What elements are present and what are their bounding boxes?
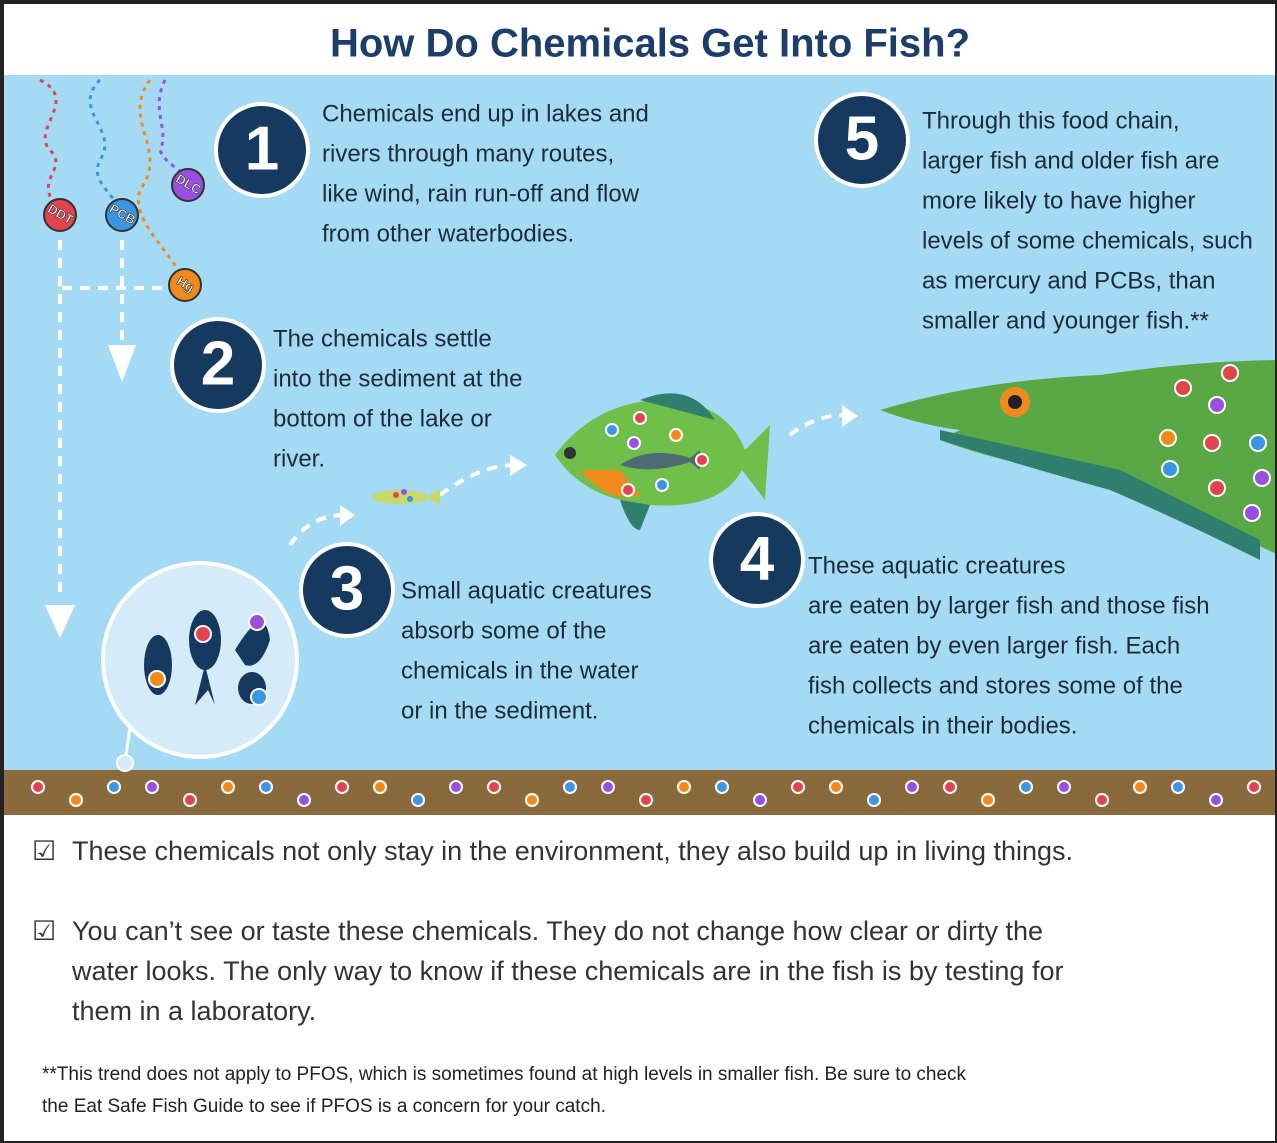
sediment: [4, 770, 1277, 815]
sediment-dot: [1058, 781, 1070, 793]
step-text: Chemicals end up in lakes and: [322, 100, 649, 127]
sediment-dot: [336, 781, 348, 793]
sediment-dot: [222, 781, 234, 793]
sediment-dot: [108, 781, 120, 793]
sediment-dot: [450, 781, 462, 793]
step-text: The chemicals settle: [273, 325, 492, 352]
step-text: or in the sediment.: [401, 697, 598, 724]
step-text: into the sediment at the: [273, 365, 523, 392]
step-text: are eaten by even larger fish. Each: [808, 632, 1180, 659]
sediment-dot: [260, 781, 272, 793]
sediment-dot: [906, 781, 918, 793]
bullet-text: water looks. The only way to know if the…: [71, 956, 1063, 986]
step-text: chemicals in the water: [401, 657, 638, 684]
step-text: larger fish and older fish are: [922, 147, 1220, 174]
step-text: as mercury and PCBs, than: [922, 267, 1215, 294]
footnote: the Eat Safe Fish Guide to see if PFOS i…: [42, 1096, 606, 1117]
sediment-dot: [1210, 794, 1222, 806]
bullet-text: them in a laboratory.: [72, 996, 316, 1026]
sediment-dot: [526, 794, 538, 806]
step-text: absorb some of the: [401, 617, 606, 644]
step-text: fish collects and stores some of the: [808, 672, 1183, 699]
sediment-dot: [754, 794, 766, 806]
step-text: more likely to have higher: [922, 187, 1195, 214]
checkbox: ☑: [32, 836, 56, 866]
sediment-dot: [792, 781, 804, 793]
sediment-dot: [412, 794, 424, 806]
sediment-dot: [1248, 781, 1260, 793]
step-text: rivers through many routes,: [322, 140, 614, 167]
bullet-text: You can’t see or taste these chemicals. …: [72, 916, 1043, 946]
footnote: **This trend does not apply to PFOS, whi…: [42, 1064, 967, 1085]
bullet-text: These chemicals not only stay in the env…: [72, 836, 1073, 866]
step-text: These aquatic creatures: [808, 552, 1065, 579]
sediment-dot: [1096, 794, 1108, 806]
page: DDT PCB DLC Hg How Do: [0, 0, 1277, 1143]
sediment-dot: [32, 781, 44, 793]
sediment-dot: [298, 794, 310, 806]
step-text: from other waterbodies.: [322, 220, 574, 247]
step-text: smaller and younger fish.**: [922, 307, 1209, 334]
step-text: chemicals in their bodies.: [808, 712, 1077, 739]
sediment-dot: [374, 781, 386, 793]
sediment-dot: [640, 794, 652, 806]
sediment-dot: [716, 781, 728, 793]
title: How Do Chemicals Get Into Fish?: [330, 22, 970, 66]
step-number: 3: [330, 554, 364, 623]
sediment-dot: [1172, 781, 1184, 793]
step-number: 4: [740, 524, 775, 593]
checkbox: ☑: [32, 916, 56, 946]
sediment-dot: [488, 781, 500, 793]
step-text: river.: [273, 445, 325, 472]
sediment-dot: [1134, 781, 1146, 793]
sediment-dot: [70, 794, 82, 806]
step-number: 5: [845, 104, 879, 173]
step-text: like wind, rain run-off and flow: [322, 180, 640, 207]
sediment-dot: [602, 781, 614, 793]
infographic: DDT PCB DLC Hg How Do: [0, 0, 1277, 1143]
step-text: Small aquatic creatures: [401, 577, 652, 604]
step-number: 1: [245, 114, 279, 183]
sediment-dot: [944, 781, 956, 793]
step-text: are eaten by larger fish and those fish: [808, 592, 1210, 619]
step-text: Through this food chain,: [922, 107, 1180, 134]
step-text: levels of some chemicals, such: [922, 227, 1253, 254]
step-text: bottom of the lake or: [273, 405, 492, 432]
sediment-dot: [830, 781, 842, 793]
sediment-dot: [146, 781, 158, 793]
sediment-dot: [1020, 781, 1032, 793]
sediment-dot: [982, 794, 994, 806]
sediment-dot: [564, 781, 576, 793]
sediment-dot: [868, 794, 880, 806]
sediment-dot: [678, 781, 690, 793]
step-number: 2: [201, 329, 235, 398]
sediment-dot: [184, 794, 196, 806]
